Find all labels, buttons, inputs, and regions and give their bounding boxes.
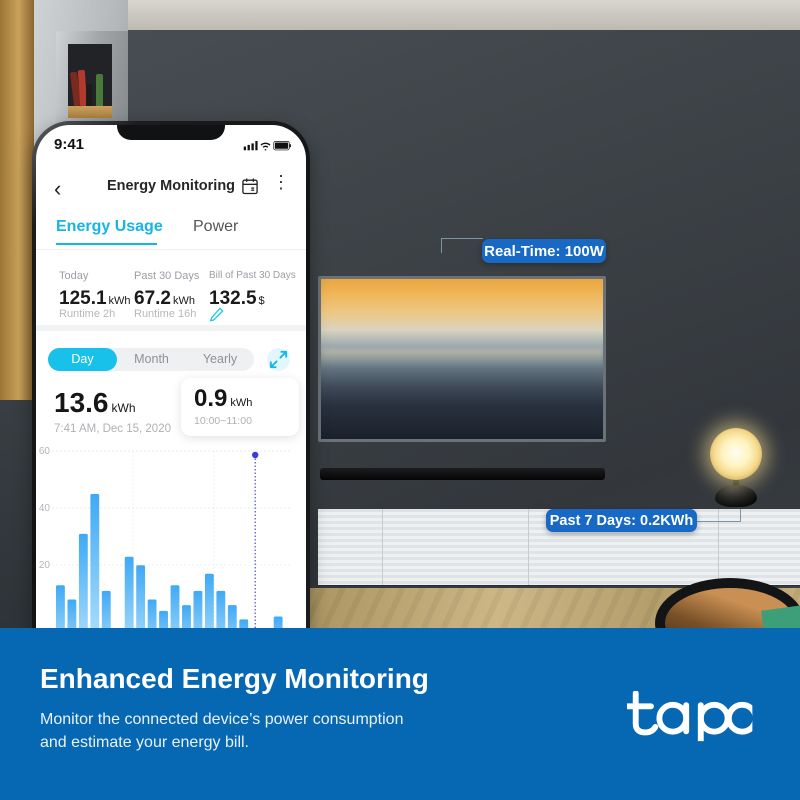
svg-text:40: 40 — [39, 503, 51, 514]
svg-text:60: 60 — [39, 446, 51, 457]
svg-text:20: 20 — [39, 560, 51, 571]
